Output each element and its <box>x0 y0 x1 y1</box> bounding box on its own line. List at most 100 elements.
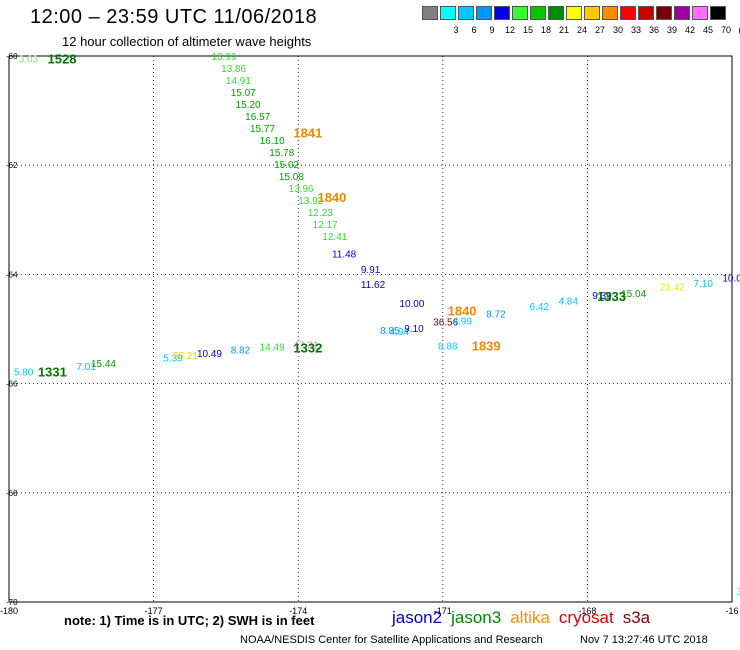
legend-label: 39 <box>666 25 677 35</box>
wave-height-value: 4.99 <box>452 316 472 327</box>
legend-label: 33 <box>630 25 641 35</box>
satellite-label-altika: altika <box>510 608 550 627</box>
legend-label: 70 <box>720 25 731 35</box>
wave-height-value: 9.10 <box>404 324 424 335</box>
legend-swatch <box>476 6 492 20</box>
wave-height-value: 7.10 <box>693 279 713 290</box>
wave-height-value: 13.96 <box>289 184 314 195</box>
wave-height-value: 8.82 <box>231 346 251 357</box>
legend-label: 42 <box>684 25 695 35</box>
wave-height-value: 6.42 <box>530 302 550 313</box>
wave-height-value: 14.49 <box>260 342 285 353</box>
wave-height-value: 4.84 <box>558 297 578 308</box>
wave-height-value: 8.88 <box>438 341 458 352</box>
wave-height-value: 15.02 <box>274 160 299 171</box>
wave-height-value: 8.85 <box>380 326 400 337</box>
wave-height-value: 15.78 <box>269 148 294 159</box>
lon-tick-label: -168 <box>578 606 596 616</box>
wave-height-value: 13.86 <box>221 64 246 75</box>
footer-note: note: 1) Time is in UTC; 2) SWH is in fe… <box>64 613 315 628</box>
page-subtitle: 12 hour collection of altimeter wave hei… <box>62 34 312 49</box>
wave-height-value: 26.21 <box>173 351 198 362</box>
lon-tick-label: -174 <box>289 606 307 616</box>
page-title: 12:00 – 23:59 UTC 11/06/2018 <box>30 6 318 28</box>
legend-label: 12 <box>504 25 515 35</box>
lat-tick-label: -70 <box>6 598 18 607</box>
legend-label: 24 <box>576 25 587 35</box>
wave-height-value: 11.62 <box>361 280 386 291</box>
pass-label: 1840 <box>317 190 346 205</box>
pass-label: 1333 <box>597 289 626 304</box>
legend-swatch <box>566 6 582 20</box>
lat-tick-label: -60 <box>6 52 18 61</box>
lat-tick-label: -64 <box>6 270 18 279</box>
legend-label: 3 <box>453 25 459 35</box>
satellite-legend: jason2 jason3 altika cryosat s3a <box>392 608 659 628</box>
wave-height-value: 15.77 <box>250 124 275 135</box>
legend-label: 27 <box>594 25 605 35</box>
wave-height-value: 8.72 <box>486 310 506 321</box>
wave-height-value: 15.20 <box>236 100 261 111</box>
timestamp-text: Nov 7 13:27:46 UTC 2018 <box>580 634 708 646</box>
wave-height-value: 15.44 <box>91 359 116 370</box>
credit-text: NOAA/NESDIS Center for Satellite Applica… <box>240 634 543 646</box>
wave-height-value: 3. <box>737 587 740 598</box>
wave-height-value: 15.07 <box>231 88 256 99</box>
lon-tick-label: -180 <box>0 606 18 616</box>
lat-tick-label: -66 <box>6 380 18 389</box>
lon-tick-label: -177 <box>145 606 163 616</box>
wave-height-value: 5.39 <box>163 353 183 364</box>
legend-swatch <box>494 6 510 20</box>
lon-tick-label: -16 <box>725 606 738 616</box>
wave-height-value: 3.03 <box>19 55 39 66</box>
wave-height-value: 12.17 <box>313 220 338 231</box>
legend-label: 21 <box>558 25 569 35</box>
pass-label: 1331 <box>38 365 67 380</box>
legend-swatch <box>530 6 546 20</box>
legend-label: 45 <box>702 25 713 35</box>
legend-swatch <box>512 6 528 20</box>
legend-swatch <box>692 6 708 20</box>
pass-label: 1528 <box>48 52 77 67</box>
wave-height-value: 14.91 <box>226 76 251 87</box>
wave-height-value: 12.23 <box>308 208 333 219</box>
satellite-label-jason2: jason2 <box>392 608 443 627</box>
wave-height-value: 9.39 <box>592 291 612 302</box>
lat-tick-label: -62 <box>6 161 18 170</box>
legend-swatch <box>602 6 618 20</box>
pass-label: 1332 <box>293 341 322 356</box>
wave-height-value: 16.57 <box>245 112 270 123</box>
legend-unit: (ft) <box>732 25 740 35</box>
legend-swatch <box>458 6 474 20</box>
wave-height-value: 10.00 <box>399 299 424 310</box>
legend-swatch <box>656 6 672 20</box>
wave-height-value: 15.08 <box>279 172 304 183</box>
satellite-label-s3a: s3a <box>622 608 651 627</box>
pass-label: 1840 <box>448 303 477 318</box>
wave-height-value: 7.01 <box>76 362 96 373</box>
pass-label: 1839 <box>472 338 501 353</box>
legend-swatch <box>620 6 636 20</box>
map-frame <box>8 55 733 603</box>
legend-label: 15 <box>522 25 533 35</box>
legend-label: 30 <box>612 25 623 35</box>
wave-height-value: 12.41 <box>322 232 347 243</box>
lon-tick-label: -171 <box>434 606 452 616</box>
wave-height-value: 9.91 <box>361 265 381 276</box>
legend-swatch <box>422 6 438 20</box>
legend-swatch <box>584 6 600 20</box>
satellite-label-jason3: jason3 <box>451 608 502 627</box>
lat-tick-label: -68 <box>6 489 18 498</box>
wave-height-value: 13.92 <box>298 196 323 207</box>
wave-height-value: 21.42 <box>660 282 685 293</box>
pass-label: 1841 <box>293 125 322 140</box>
satellite-label-cryosat: cryosat <box>558 608 614 627</box>
legend-label: 18 <box>540 25 551 35</box>
wave-height-value: 10.49 <box>197 349 222 360</box>
legend-swatch <box>710 6 726 20</box>
wave-height-value: 11.48 <box>332 250 357 261</box>
legend-label: 36 <box>648 25 659 35</box>
wave-height-value: 13.99 <box>211 52 236 63</box>
wave-height-value: 10.08 <box>722 274 740 285</box>
